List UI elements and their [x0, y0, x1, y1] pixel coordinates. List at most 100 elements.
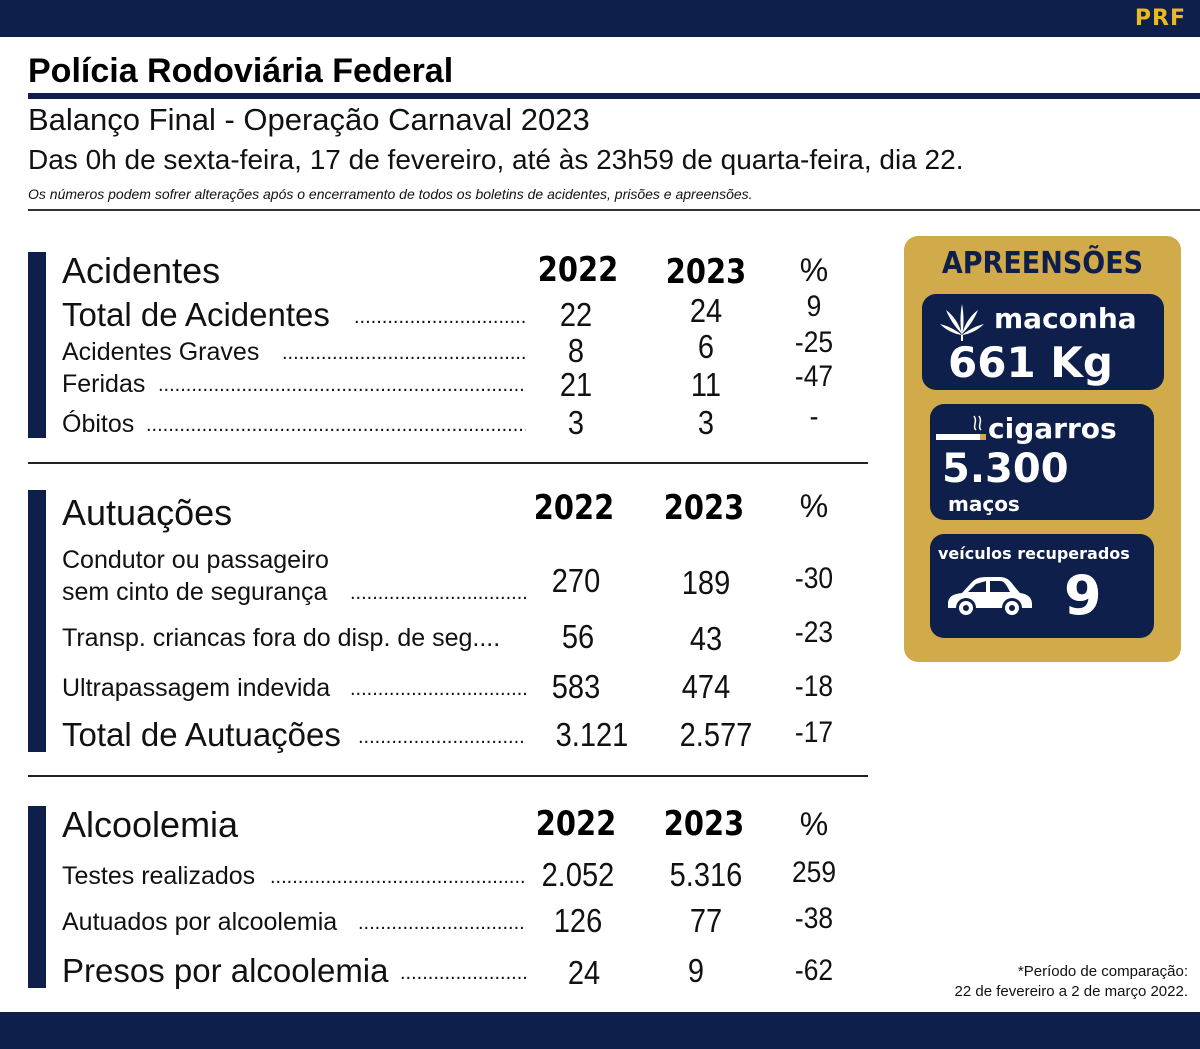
- leader-dots: ........................................…: [358, 726, 526, 748]
- leader-dots: ........................................…: [158, 374, 526, 396]
- leader-dots: ........................................…: [350, 678, 526, 700]
- row-label: Testes realizados: [62, 862, 256, 890]
- value-2022: 22: [559, 296, 593, 333]
- value-percent: -18: [794, 670, 834, 703]
- leader-dots: ........................................…: [358, 912, 526, 934]
- value-2023: 189: [681, 564, 731, 601]
- value-percent: -17: [794, 716, 834, 749]
- leader-dots: ........................................…: [270, 866, 526, 888]
- value-2023: 11: [690, 366, 722, 403]
- table-row: Total de Autuações .....................…: [28, 716, 868, 756]
- comparison-footnote: *Período de comparação: 22 de fevereiro …: [955, 962, 1188, 1002]
- value-percent: -62: [794, 954, 834, 987]
- year-2022-header: 2022: [533, 488, 615, 528]
- section-acidentes: Acidentes 2022 2023 % Total de Acidentes…: [28, 250, 868, 441]
- value-2022: 24: [567, 954, 601, 991]
- table-row: Óbitos .................................…: [28, 400, 868, 444]
- value-2023: 474: [681, 668, 731, 705]
- value-2023: 3: [697, 404, 715, 441]
- value-percent: 259: [791, 856, 837, 889]
- cigarros-value: 5.300: [942, 446, 1069, 492]
- value-2023: 24: [689, 292, 723, 329]
- leader-dots: ........................................…: [350, 582, 526, 604]
- value-2022: 583: [551, 668, 601, 705]
- row-label: Transp. criancas fora do disp. de seg...…: [62, 624, 501, 652]
- value-percent: -: [809, 400, 819, 433]
- value-percent: -25: [794, 326, 834, 359]
- footnote-line2: 22 de fevereiro a 2 de março 2022.: [954, 983, 1188, 1000]
- footnote-line1: *Período de comparação:: [1017, 963, 1188, 980]
- row-label: Óbitos: [62, 410, 135, 438]
- year-2022-header: 2022: [535, 804, 617, 844]
- value-percent: -38: [794, 902, 834, 935]
- table-row: Acidentes Graves .......................…: [28, 326, 868, 372]
- maconha-value: 661 Kg: [948, 338, 1113, 387]
- year-2023-header: 2023: [663, 804, 745, 844]
- cigarros-unit: maços: [948, 492, 1020, 516]
- value-2022: 270: [551, 562, 601, 599]
- leader-dots: ........................................…: [354, 306, 526, 328]
- year-2022-header: 2022: [537, 250, 619, 290]
- table-row: Testes realizados ......................…: [28, 856, 868, 896]
- car-icon: [942, 572, 1034, 624]
- value-2022: 56: [561, 618, 595, 655]
- row-label: Autuados por alcoolemia: [62, 908, 338, 936]
- cigarros-label: cigarros: [988, 412, 1117, 445]
- row-label: Presos por alcoolemia: [62, 952, 389, 989]
- row-label: Acidentes Graves: [62, 338, 260, 366]
- header-divider: [28, 209, 1200, 211]
- section-divider: [28, 775, 868, 777]
- row-label: Total de Autuações: [62, 716, 341, 753]
- year-2023-header: 2023: [663, 488, 745, 528]
- value-2022: 2.052: [541, 856, 615, 893]
- title-divider: [28, 93, 1200, 99]
- value-percent: -30: [794, 562, 834, 595]
- section-marker: [28, 806, 46, 988]
- section-marker: [28, 252, 46, 438]
- row-label: Feridas: [62, 370, 146, 398]
- table-row: Ultrapassagem indevida .................…: [28, 668, 868, 708]
- top-bar: PRF: [0, 0, 1200, 37]
- page-subtitle: Balanço Final - Operação Carnaval 2023: [28, 102, 590, 137]
- percent-header: %: [799, 252, 829, 288]
- table-row: Feridas ................................…: [28, 360, 868, 404]
- year-2023-header: 2023: [665, 252, 747, 292]
- maconha-card: maconha 661 Kg: [922, 294, 1164, 390]
- table-row: Condutor ou passageiro sem cinto de segu…: [28, 546, 868, 606]
- value-percent: -23: [794, 616, 834, 649]
- row-label: Total de Acidentes: [62, 296, 330, 333]
- table-row: Autuados por alcoolemia ................…: [28, 902, 868, 942]
- leader-dots: ........................................…: [282, 342, 526, 364]
- percent-header: %: [799, 806, 829, 842]
- value-2022: 3: [567, 404, 585, 441]
- percent-header: %: [799, 488, 829, 524]
- page-title: Polícia Rodoviária Federal: [28, 52, 454, 90]
- period-text: Das 0h de sexta-feira, 17 de fevereiro, …: [28, 144, 964, 175]
- section-alcoolemia: Alcoolemia 2022 2023 % Testes realizados…: [28, 804, 868, 991]
- row-label: Ultrapassagem indevida: [62, 674, 331, 702]
- value-2022: 3.121: [555, 716, 629, 753]
- value-2023: 9: [687, 952, 705, 989]
- section-title: Autuações: [62, 492, 233, 533]
- leader-dots: .......................................: [400, 962, 526, 984]
- section-title: Alcoolemia: [62, 804, 239, 845]
- seizures-panel: APREENSÕES maconha 661 Kg: [904, 236, 1181, 662]
- cigarros-card: cigarros 5.300 maços: [930, 404, 1154, 520]
- table-row: Presos por alcoolemia ..................…: [28, 952, 868, 992]
- maconha-label: maconha: [994, 302, 1137, 335]
- veiculos-value: 9: [1064, 564, 1102, 627]
- section-autuacoes: Autuações 2022 2023 % Condutor ou passag…: [28, 488, 868, 753]
- row-label: sem cinto de segurança: [62, 578, 328, 606]
- leader-dots: ........................................…: [146, 414, 526, 436]
- value-2023: 5.316: [669, 856, 743, 893]
- brand-logo: PRF: [1134, 6, 1186, 31]
- value-percent: -47: [794, 360, 834, 393]
- veiculos-card: veículos recuperados 9: [930, 534, 1154, 638]
- row-label-line1: Condutor ou passageiro: [62, 546, 329, 574]
- panel-title: APREENSÕES: [941, 246, 1144, 281]
- value-2023: 2.577: [679, 716, 753, 753]
- table-row: Transp. criancas fora do disp. de seg...…: [28, 616, 868, 658]
- section-divider: [28, 462, 868, 464]
- cigarette-icon: [936, 414, 986, 448]
- value-2022: 8: [567, 332, 585, 369]
